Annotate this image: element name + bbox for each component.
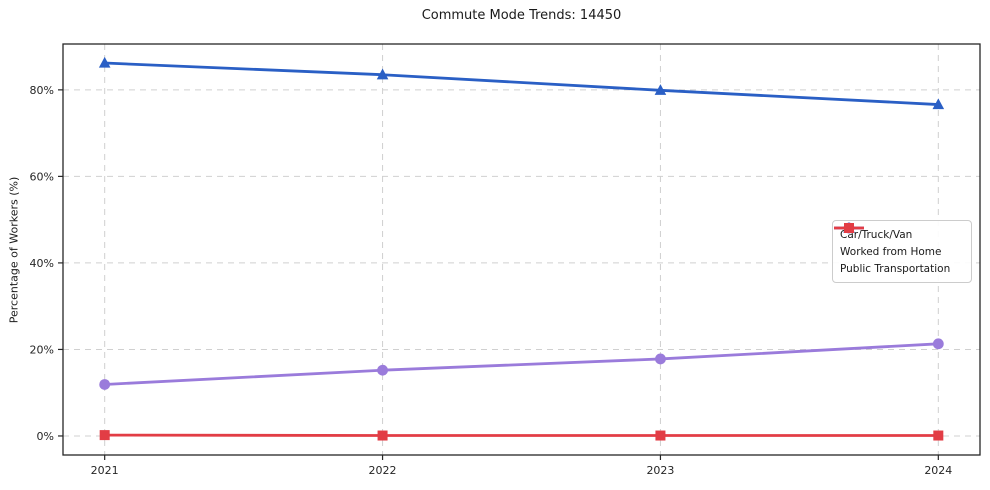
series-public-transportation: [99, 430, 944, 441]
x-tick-label: 2022: [369, 464, 397, 477]
triangle-marker: [376, 68, 389, 80]
x-tick-label: 2023: [646, 464, 674, 477]
legend-label: Worked from Home: [840, 245, 942, 258]
legend-item: Worked from Home: [834, 222, 963, 260]
tick-labels: 0% 20% 40% 60% 80% 2021 2022 2023 2024: [30, 84, 953, 477]
square-marker: [99, 430, 110, 441]
x-tick-label: 2024: [924, 464, 952, 477]
chart-title: Commute Mode Trends: 14450: [421, 8, 622, 23]
circle-marker: [655, 353, 666, 365]
triangle-marker: [98, 56, 111, 68]
y-tick-label: 40%: [30, 257, 54, 270]
triangle-marker: [932, 98, 945, 110]
y-tick-label: 20%: [30, 343, 54, 356]
circle-marker: [377, 364, 388, 376]
series-line: [103, 342, 940, 386]
circle-marker: [99, 379, 111, 390]
x-tick-label: 2021: [91, 464, 119, 477]
square-legend-swatch: [834, 223, 864, 233]
square-marker: [844, 223, 854, 233]
legend-label: Car/Truck/Van: [840, 228, 913, 241]
plot-border: [62, 43, 981, 456]
axis-ticks: [58, 89, 939, 460]
square-marker: [655, 430, 666, 441]
series-line: [103, 61, 940, 106]
circle-marker: [932, 338, 944, 350]
legend: Car/Truck/Van Worked from Home Public Tran…: [832, 220, 972, 283]
series-car-truck-van: [98, 56, 945, 110]
square-marker: [377, 430, 388, 441]
series-worked-from-home: [99, 338, 944, 390]
y-tick-label: 0%: [37, 430, 54, 443]
y-tick-label: 80%: [30, 84, 54, 97]
triangle-marker: [654, 84, 667, 95]
square-marker: [933, 430, 944, 441]
legend-label: Public Transportation: [840, 262, 951, 275]
legend-item: Public Transportation: [834, 223, 963, 277]
y-tick-label: 60%: [30, 170, 54, 183]
